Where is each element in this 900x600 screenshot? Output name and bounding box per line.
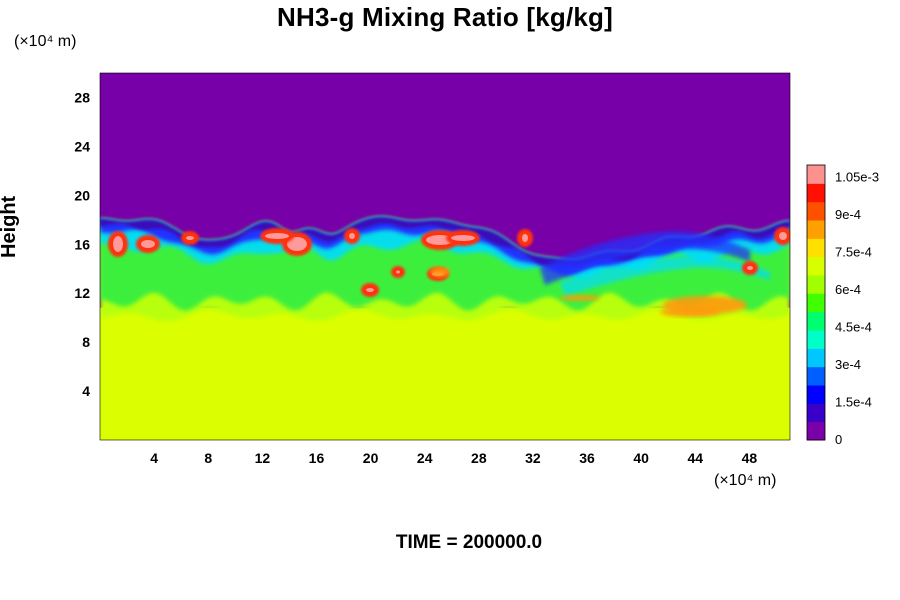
colorbar-segment — [807, 201, 825, 221]
colorbar-segment — [807, 403, 825, 423]
pink-core — [779, 232, 787, 240]
colorbar-segment — [807, 330, 825, 349]
plot-area — [100, 73, 790, 440]
colorbar-segment — [807, 275, 825, 294]
orange-patch — [430, 267, 450, 277]
x-axis-unit: (×10⁴ m) — [714, 472, 777, 489]
x-tick-label: 32 — [525, 450, 541, 466]
colorbar-frame — [806, 164, 826, 441]
pink-core — [747, 266, 753, 270]
y-tick-label: 8 — [82, 334, 90, 350]
chart-title: NH3-g Mixing Ratio [kg/kg] — [277, 2, 613, 32]
colorbar-segment — [807, 293, 825, 313]
colorbar-segment — [807, 238, 825, 258]
colorbar-segment — [807, 366, 825, 386]
y-tick-label: 16 — [74, 236, 90, 252]
pink-core — [366, 288, 374, 292]
time-label: TIME = 200000.0 — [395, 532, 543, 553]
blue-swirl — [540, 231, 750, 285]
pink-core — [265, 233, 289, 239]
y-tick-label: 24 — [74, 138, 90, 154]
pink-core — [287, 237, 307, 251]
x-tick-label: 40 — [633, 450, 649, 466]
orange-patch — [560, 295, 600, 301]
colorbar-segment — [807, 183, 825, 203]
colorbar-tick-label: 3e-4 — [835, 357, 861, 372]
pink-core — [349, 233, 355, 239]
x-tick-label: 48 — [742, 450, 758, 466]
y-tick-label: 28 — [74, 89, 90, 105]
x-tick-label: 28 — [471, 450, 487, 466]
y-tick-label: 20 — [74, 187, 90, 203]
y-tick-label: 12 — [74, 285, 90, 301]
x-tick-label: 4 — [150, 450, 158, 466]
pink-core — [396, 270, 400, 274]
colorbar-segment — [807, 165, 825, 184]
cyan-swirl — [560, 255, 770, 296]
pink-core — [186, 236, 194, 240]
colorbar-tick-label: 7.5e-4 — [835, 245, 872, 260]
colorbar-segment — [807, 311, 825, 331]
colorbar-tick-label: 9e-4 — [835, 207, 861, 222]
colorbar-segment — [807, 421, 825, 441]
colorbar-segment — [807, 256, 825, 276]
pink-core — [451, 235, 475, 241]
x-tick-label: 16 — [309, 450, 325, 466]
orange-patch — [660, 307, 720, 317]
y-tick-label: 4 — [82, 383, 90, 399]
y-axis-unit: (×10⁴ m) — [14, 33, 77, 50]
x-tick-label: 44 — [688, 450, 704, 466]
lower-layer — [100, 307, 790, 440]
x-tick-label: 20 — [363, 450, 379, 466]
x-tick-label: 36 — [579, 450, 595, 466]
x-tick-label: 12 — [255, 450, 271, 466]
pink-core — [141, 240, 155, 248]
colorbar-tick-label: 0 — [835, 432, 842, 447]
colorbar-tick-label: 1.05e-3 — [835, 170, 879, 185]
pink-core — [113, 236, 123, 252]
plot-frame — [99, 72, 791, 441]
x-tick-label: 24 — [417, 450, 433, 466]
x-tick-label: 8 — [204, 450, 212, 466]
colorbar-tick-label: 4.5e-4 — [835, 320, 872, 335]
colorbar-tick-label: 6e-4 — [835, 282, 861, 297]
colorbar-segment — [807, 348, 825, 368]
colorbar-segment — [807, 220, 825, 239]
pink-core — [522, 234, 528, 242]
colorbar-segment — [807, 385, 825, 404]
colorbar-tick-label: 1.5e-4 — [835, 395, 872, 410]
